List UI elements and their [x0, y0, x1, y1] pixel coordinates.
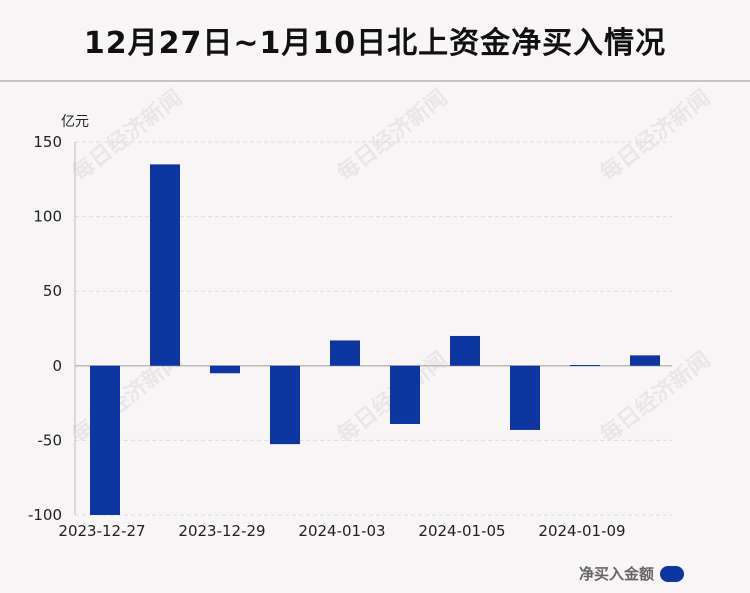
bar-2023-12-28 [150, 164, 180, 366]
title-divider [0, 80, 750, 82]
y-tick-label: 100 [33, 208, 62, 226]
x-tick-label: 2024-01-05 [418, 522, 505, 540]
legend-swatch [660, 565, 684, 582]
bar-2024-01-08 [510, 365, 540, 430]
x-tick-label: 2024-01-09 [538, 522, 625, 540]
x-tick-label: 2023-12-27 [58, 522, 145, 540]
y-tick-label: -50 [38, 431, 63, 449]
y-tick-label: 0 [52, 357, 62, 375]
bar-2024-01-03 [330, 340, 360, 366]
bar-2024-01-09 [570, 365, 600, 367]
bar-2024-01-05 [450, 335, 480, 366]
bar-2023-12-29 [210, 365, 240, 374]
x-tick-label: 2023-12-29 [178, 522, 265, 540]
y-tick-label: -100 [28, 506, 62, 524]
x-tick-label: 2024-01-03 [298, 522, 385, 540]
y-tick-labels: 150 100 50 0 -50 -100 [28, 133, 62, 524]
legend: 净买入金额 [579, 563, 684, 584]
bar-2024-01-02 [270, 365, 300, 445]
x-tick-labels: 2023-12-27 2023-12-29 2024-01-03 2024-01-05… [58, 522, 625, 540]
bar-2024-01-10 [630, 355, 660, 366]
bar-2023-12-27 [90, 365, 120, 515]
y-tick-label: 150 [33, 133, 62, 151]
chart-title: 12月27日~1月10日北上资金净买入情况 [83, 26, 667, 61]
y-axis-unit-label: 亿元 [61, 114, 89, 130]
y-tick-label: 50 [43, 282, 62, 300]
bars-layer [90, 164, 660, 515]
bar-2024-01-04 [390, 365, 420, 424]
legend-label: 净买入金额 [578, 565, 654, 583]
